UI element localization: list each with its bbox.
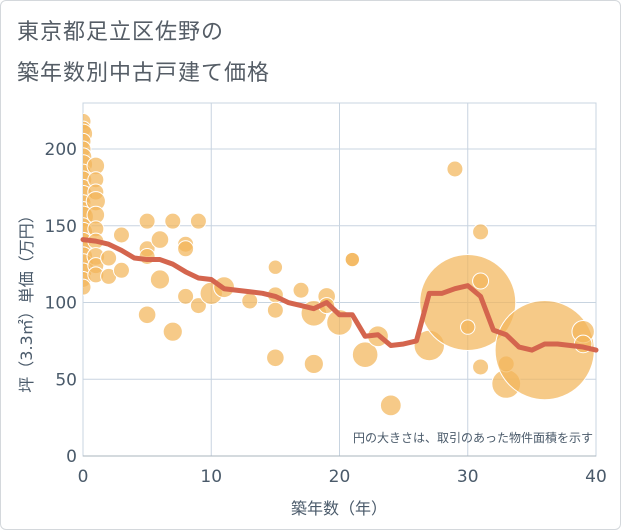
x-tick-label: 0 <box>78 467 89 487</box>
bubble-point <box>177 240 195 258</box>
bubble-point <box>472 223 490 241</box>
bubble-point <box>379 394 402 417</box>
bubble-point <box>137 305 157 325</box>
bubble-point <box>162 321 183 342</box>
y-tick-label: 50 <box>55 370 77 390</box>
x-tick-label: 30 <box>457 467 479 487</box>
average-price-line <box>80 237 599 353</box>
x-tick-label: 10 <box>200 467 222 487</box>
bubble-point <box>472 358 490 376</box>
bubble-point <box>303 353 324 375</box>
x-axis-label: 築年数（年） <box>291 499 387 518</box>
tick-layer: 0 10 20 30 40 0 50 100 150 200 <box>45 140 607 487</box>
bubble-layer <box>83 112 595 417</box>
chart-title-line2: 築年数別中古戸建て価格 <box>17 61 271 86</box>
size-note: 円の大きさは、取引のあった物件面積を示す <box>353 430 593 445</box>
bubble-point <box>446 160 464 178</box>
bubble-point <box>266 348 285 368</box>
bubble-point <box>100 249 118 267</box>
bubble-point <box>292 281 310 299</box>
bubble-point <box>189 212 207 230</box>
bubble-point <box>351 341 379 369</box>
bubble-point <box>150 230 170 249</box>
x-tick-label: 20 <box>329 467 351 487</box>
bubble-point <box>241 292 259 310</box>
bubble-point <box>177 287 195 305</box>
bubble-point <box>112 226 130 244</box>
bubble-point <box>472 272 490 290</box>
bubble-point <box>460 319 476 335</box>
y-tick-label: 150 <box>45 217 77 237</box>
y-tick-label: 200 <box>45 140 77 160</box>
trend-line-layer <box>80 237 599 353</box>
chart-title-line1: 東京都足立区佐野の <box>17 20 225 45</box>
bubble-point <box>266 301 284 319</box>
bubble-point <box>344 251 361 268</box>
y-tick-label: 100 <box>45 294 77 314</box>
bubble-point <box>149 269 171 290</box>
bubble-point <box>267 259 284 275</box>
bubble-point <box>138 212 156 230</box>
y-axis-label: 坪（3.3㎡）単価（万円） <box>17 207 36 392</box>
bubble-point <box>83 278 92 296</box>
bubble-point <box>164 212 182 230</box>
x-tick-label: 40 <box>585 467 607 487</box>
y-tick-label: 0 <box>66 447 77 467</box>
bubble-point <box>189 297 207 315</box>
bubble-point <box>112 261 130 279</box>
